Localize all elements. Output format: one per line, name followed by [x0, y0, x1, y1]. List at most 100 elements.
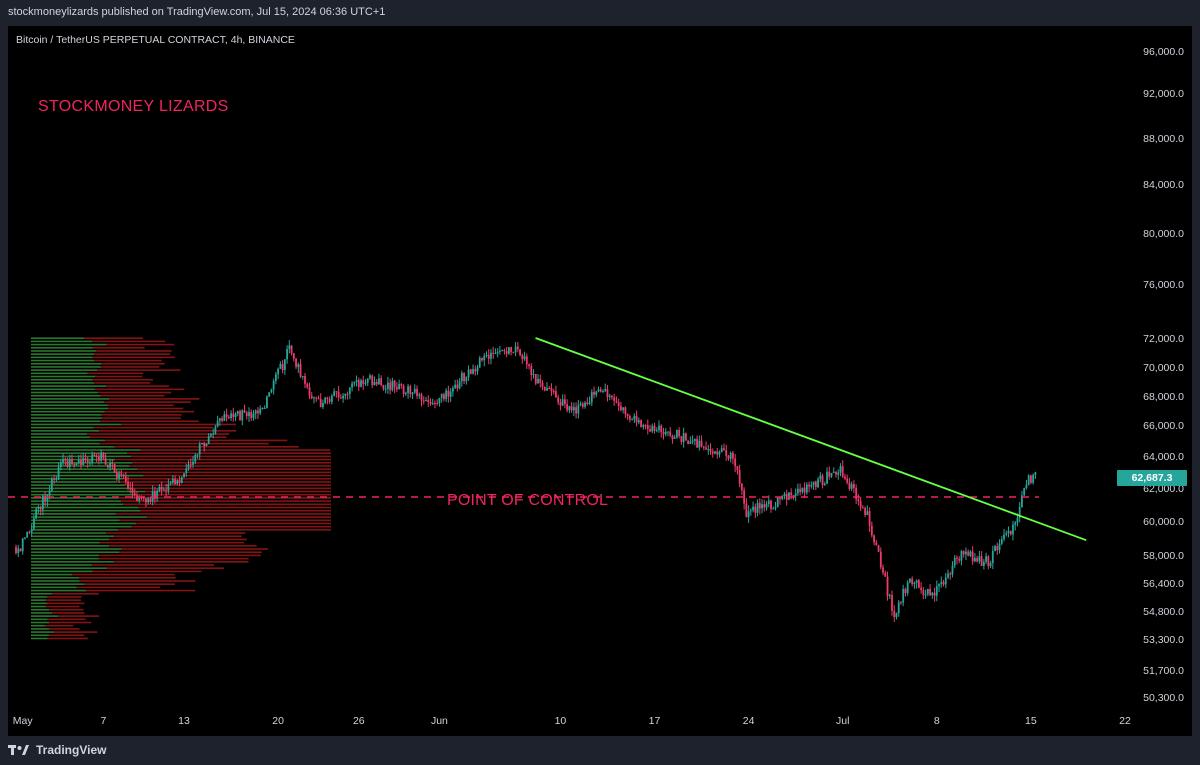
- candle-body: [198, 444, 201, 455]
- candle-body: [958, 558, 961, 561]
- candle-body: [519, 349, 521, 355]
- candle-body: [243, 410, 246, 413]
- candle-body: [335, 391, 338, 393]
- time-axis[interactable]: May 7 13 20 26 Jun 10 17 24 Jul 8 15 22: [8, 708, 1192, 736]
- profile-bar-sell: [100, 420, 199, 423]
- price-tick-label: 72,000.0: [1143, 333, 1184, 346]
- candle-body: [555, 391, 557, 398]
- candle-body: [218, 418, 221, 421]
- price-axis[interactable]: 96,000.0 92,000.0 88,000.0 84,000.0 80,000.0…: [1114, 26, 1192, 708]
- candle-body: [400, 384, 403, 386]
- candle-body: [171, 478, 174, 483]
- profile-bar-sell: [71, 573, 175, 576]
- candle-body: [888, 595, 891, 597]
- candle-body: [245, 412, 248, 417]
- trendline: [535, 337, 1087, 542]
- candle-body: [933, 592, 936, 596]
- candle-body: [893, 610, 896, 618]
- candle-body: [427, 399, 430, 402]
- candle-body: [680, 436, 683, 443]
- profile-bar-sell: [100, 366, 160, 368]
- candle-body: [550, 388, 553, 391]
- candle-body: [252, 413, 255, 419]
- candle-body: [404, 392, 407, 395]
- candle-body: [947, 573, 949, 578]
- candle-body: [360, 380, 362, 387]
- candle-body: [75, 463, 78, 465]
- candle-body: [1018, 507, 1021, 518]
- profile-bar-buy: [31, 612, 53, 614]
- candle-body: [46, 495, 49, 501]
- candle-body: [490, 352, 492, 359]
- candle-body: [723, 448, 725, 451]
- candle-body: [95, 455, 98, 457]
- profile-bar-buy: [31, 366, 101, 368]
- candle-body: [378, 378, 380, 385]
- candle-body: [402, 385, 405, 395]
- candle-body: [169, 482, 172, 484]
- candle-body: [819, 475, 822, 480]
- candle-body: [617, 402, 620, 407]
- candle-body: [86, 459, 89, 463]
- candle-body: [996, 546, 999, 551]
- candle-body: [689, 441, 692, 444]
- candle-body: [344, 393, 347, 396]
- candle-body: [248, 411, 250, 417]
- candle-body: [920, 587, 923, 591]
- time-tick-label: Jul: [835, 715, 850, 727]
- chart-plot[interactable]: [8, 26, 1114, 708]
- candle-body: [864, 507, 867, 516]
- candle-body: [142, 497, 145, 499]
- candle-body: [841, 466, 844, 477]
- candle-body: [330, 395, 333, 402]
- candle-body: [465, 377, 468, 382]
- candle-body: [270, 389, 273, 393]
- candle-body: [232, 413, 235, 418]
- profile-bar-sell: [140, 509, 331, 512]
- candle-body: [991, 551, 994, 564]
- candle-body: [691, 440, 694, 442]
- profile-bar-sell: [99, 430, 237, 432]
- profile-bar-buy: [31, 346, 93, 349]
- candle-body: [886, 576, 889, 597]
- candle-body: [165, 489, 168, 491]
- candle-body: [187, 464, 190, 469]
- profile-bar-buy: [31, 621, 49, 624]
- candle-body: [447, 390, 450, 397]
- candle-body: [835, 471, 837, 475]
- profile-bar-sell: [49, 628, 80, 630]
- candle-body: [579, 403, 582, 405]
- candle-body: [853, 484, 855, 489]
- candle-body: [637, 420, 640, 423]
- candle-body: [210, 434, 212, 437]
- profile-bar-sell: [119, 519, 332, 522]
- candle-body: [431, 403, 434, 405]
- profile-bar-sell: [131, 455, 331, 458]
- candle-body: [281, 363, 284, 370]
- profile-bar-sell: [48, 621, 92, 624]
- profile-bar-sell: [97, 369, 181, 371]
- candle-body: [821, 475, 824, 485]
- candle-body: [183, 473, 185, 478]
- price-tick-label: 54,800.0: [1143, 606, 1184, 619]
- profile-bar-sell: [107, 567, 225, 570]
- candle-body: [375, 382, 378, 385]
- candle-body: [499, 350, 501, 352]
- profile-bar-buy: [31, 516, 148, 518]
- candle-body: [882, 567, 884, 573]
- candle-body: [651, 425, 654, 432]
- candle-body: [707, 449, 710, 451]
- chart-pane[interactable]: Bitcoin / TetherUS PERPETUAL CONTRACT, 4…: [8, 26, 1114, 708]
- candle-body: [599, 389, 602, 392]
- candle-body: [37, 506, 40, 509]
- time-tick-label: 13: [178, 715, 190, 727]
- candle-body: [436, 403, 439, 405]
- profile-bar-sell: [90, 436, 227, 439]
- candle-body: [1021, 495, 1023, 508]
- candle-body: [507, 347, 510, 354]
- candle-body: [30, 528, 33, 533]
- profile-bar-sell: [117, 497, 331, 499]
- candle-body: [749, 510, 752, 512]
- candle-body: [178, 480, 181, 483]
- candle-body: [454, 384, 457, 389]
